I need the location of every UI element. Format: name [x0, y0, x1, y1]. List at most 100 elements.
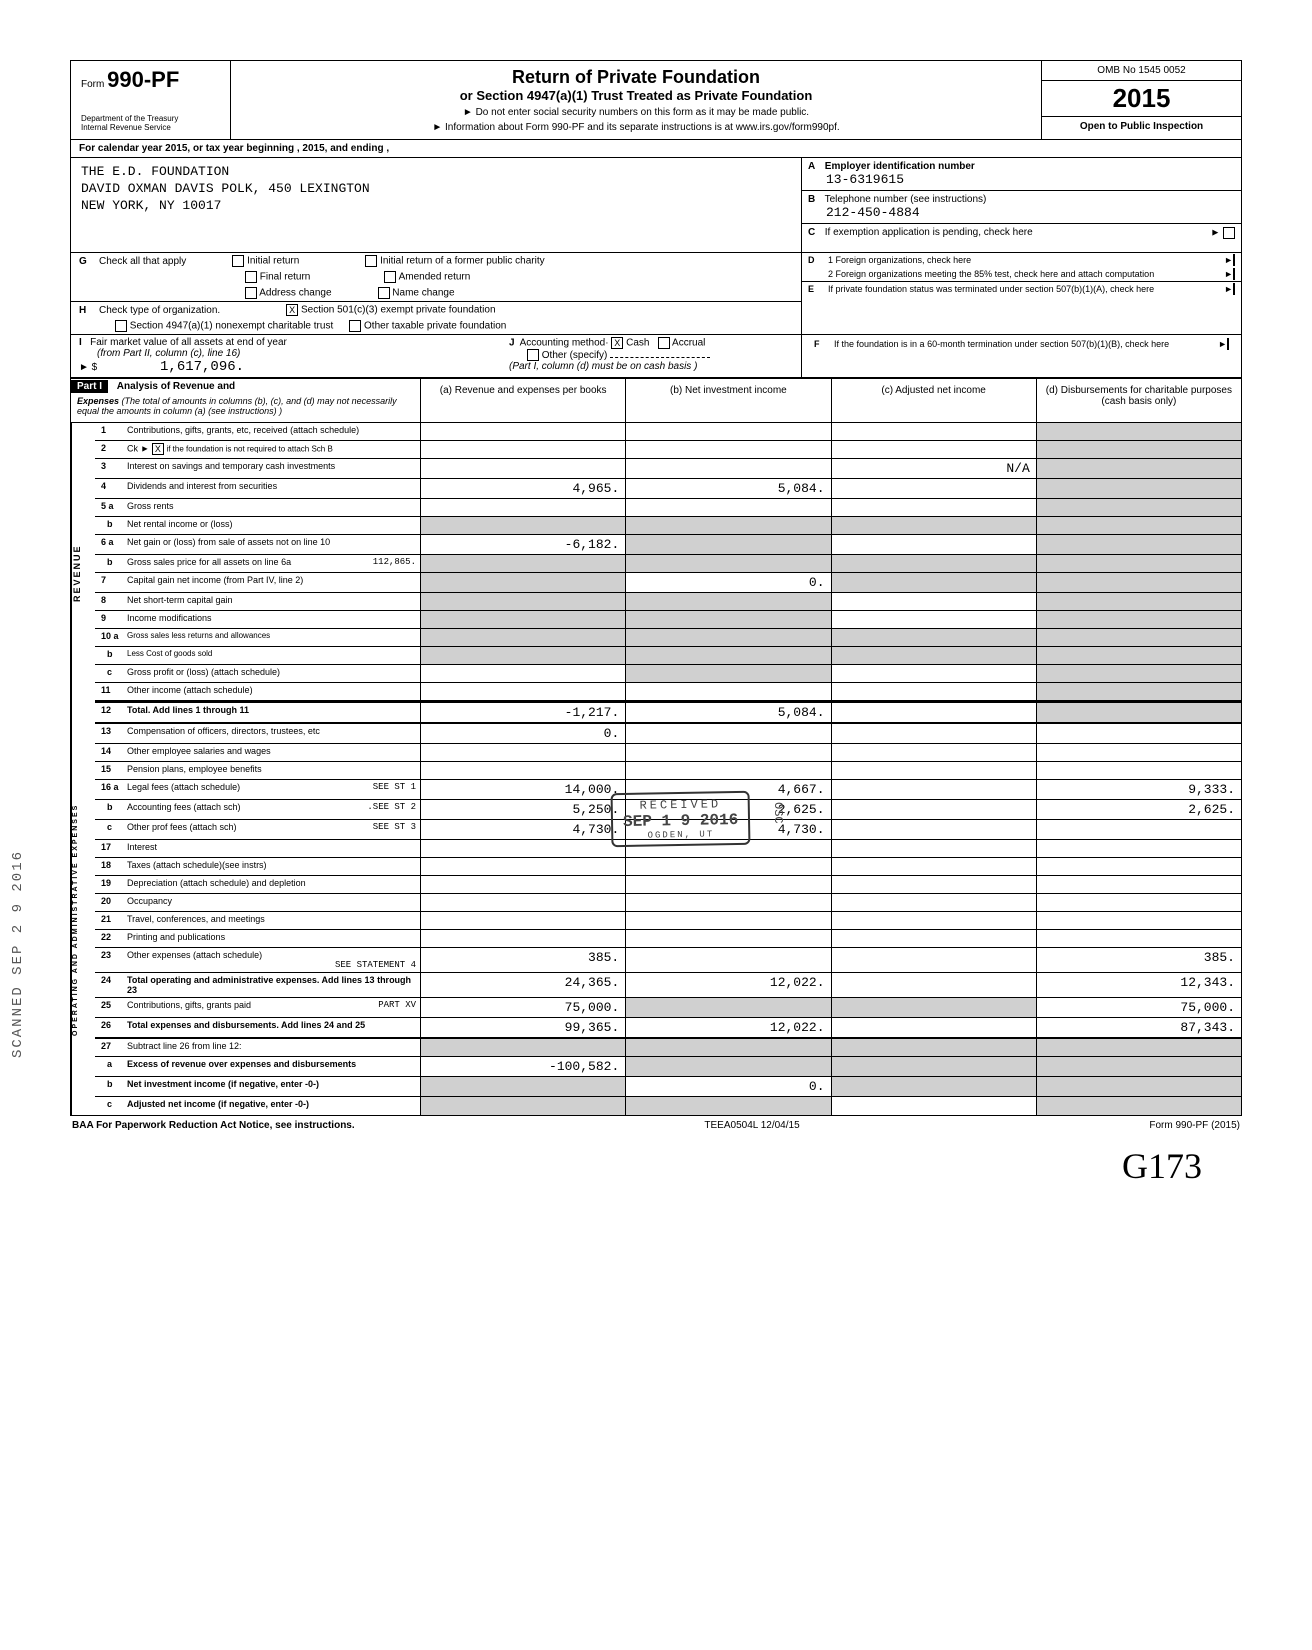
opt-4947a1: Section 4947(a)(1) nonexempt charitable …: [130, 321, 333, 332]
line9-label: Income modifications: [127, 613, 416, 626]
foreign-85-label: 2 Foreign organizations meeting the 85% …: [828, 269, 1218, 279]
fmv-label: Fair market value of all assets at end o…: [90, 337, 287, 348]
line3-c: N/A: [832, 459, 1037, 478]
line25-a: 75,000.: [421, 998, 626, 1017]
footer-right: Form 990-PF (2015): [1149, 1120, 1240, 1131]
line27-label: Subtract line 26 from line 12:: [127, 1041, 416, 1054]
exemption-pending-label: If exemption application is pending, che…: [825, 227, 1033, 238]
checkbox-e[interactable]: [1233, 283, 1235, 295]
opt-initial-return: Initial return: [247, 256, 299, 267]
line25-label: Contributions, gifts, grants paid: [127, 1000, 251, 1010]
checkbox-amended-return[interactable]: [384, 271, 396, 283]
checkbox-other-taxable[interactable]: [349, 320, 361, 332]
expenses-block: OPERATING AND ADMINISTRATIVE EXPENSES 13…: [71, 724, 1241, 1115]
line3-label: Interest on savings and temporary cash i…: [127, 461, 416, 476]
form-number-block: Form 990-PF Department of the Treasury I…: [71, 61, 231, 139]
checkbox-cash[interactable]: X: [611, 337, 623, 349]
line20-label: Occupancy: [127, 896, 416, 909]
label-H: H: [79, 305, 93, 316]
scanned-side-stamp: SCANNED SEP 2 9 2016: [10, 850, 26, 1058]
line1-label: Contributions, gifts, grants, etc, recei…: [127, 425, 416, 438]
entity-name: THE E.D. FOUNDATION: [81, 164, 791, 181]
form-title-block: Return of Private Foundation or Section …: [231, 61, 1041, 139]
opt-final-return: Final return: [260, 272, 311, 283]
line27a-a: -100,582.: [421, 1057, 626, 1076]
line4-label: Dividends and interest from securities: [127, 481, 416, 496]
line23-label: Other expenses (attach schedule): [127, 950, 262, 960]
line12-a: -1,217.: [421, 703, 626, 722]
col-d-head: (d) Disbursements for charitable purpose…: [1037, 379, 1241, 422]
opt-name-change: Name change: [392, 288, 454, 299]
line6a-label: Net gain or (loss) from sale of assets n…: [127, 537, 416, 552]
label-D: D: [808, 255, 822, 265]
checkbox-d1[interactable]: [1233, 254, 1235, 266]
line27a-label: Excess of revenue over expenses and disb…: [127, 1059, 416, 1074]
form-meta-block: OMB No 1545 0052 2015 Open to Public Ins…: [1041, 61, 1241, 139]
line6b-val: 112,865.: [373, 557, 416, 567]
line13-a: 0.: [421, 724, 626, 743]
line19-label: Depreciation (attach schedule) and deple…: [127, 878, 416, 891]
line26-b: 12,022.: [626, 1018, 831, 1037]
revenue-side-label: REVENUE: [71, 423, 95, 724]
stamp-ogden: OGDEN, UT: [623, 829, 738, 841]
line26-label: Total expenses and disbursements. Add li…: [127, 1020, 416, 1035]
line16b-d: 2,625.: [1037, 800, 1241, 819]
label-A: A: [808, 161, 822, 172]
checkbox-name-change[interactable]: [378, 287, 390, 299]
opt-amended: Amended return: [399, 272, 471, 283]
line23-a: 385.: [421, 948, 626, 972]
line23-d: 385.: [1037, 948, 1241, 972]
line16c-label: Other prof fees (attach sch): [127, 822, 237, 832]
line26-a: 99,365.: [421, 1018, 626, 1037]
line10a-label: Gross sales less returns and allowances: [127, 631, 416, 644]
checkbox-f[interactable]: [1227, 338, 1229, 350]
checkbox-initial-return[interactable]: [232, 255, 244, 267]
entity-block: THE E.D. FOUNDATION DAVID OXMAN DAVIS PO…: [71, 158, 1241, 253]
fmv-row: I Fair market value of all assets at end…: [71, 335, 1241, 379]
line12-b: 5,084.: [626, 703, 831, 722]
page-footer: BAA For Paperwork Reduction Act Notice, …: [70, 1116, 1242, 1135]
checkbox-4947a1[interactable]: [115, 320, 127, 332]
line17-label: Interest: [127, 842, 416, 855]
check-all-section: G Check all that apply Initial return In…: [71, 253, 1241, 335]
line24-label: Total operating and administrative expen…: [127, 975, 416, 995]
line16b-ref: .SEE ST 2: [367, 802, 416, 812]
checkbox-501c3[interactable]: X: [286, 304, 298, 316]
line5a-label: Gross rents: [127, 501, 416, 514]
checkbox-c[interactable]: [1223, 227, 1235, 239]
line6b-label: Gross sales price for all assets on line…: [127, 557, 291, 567]
line27b-b: 0.: [626, 1077, 831, 1096]
terminated-label: If private foundation status was termina…: [828, 284, 1218, 294]
tax-year: 2015: [1042, 81, 1241, 117]
60month-label: If the foundation is in a 60-month termi…: [834, 339, 1212, 349]
line22-label: Printing and publications: [127, 932, 416, 945]
checkbox-final-return[interactable]: [245, 271, 257, 283]
col-a-head: (a) Revenue and expenses per books: [421, 379, 626, 422]
line16b-label: Accounting fees (attach sch): [127, 802, 241, 812]
calendar-year-row: For calendar year 2015, or tax year begi…: [71, 140, 1241, 158]
form-990pf: Form 990-PF Department of the Treasury I…: [70, 60, 1242, 1116]
opt-cash: Cash: [626, 338, 649, 349]
form-subtitle: or Section 4947(a)(1) Trust Treated as P…: [241, 88, 1031, 103]
label-E: E: [808, 284, 822, 294]
stamp-date: SEP 1 9 2016: [623, 811, 739, 831]
line27c-label: Adjusted net income (if negative, enter …: [127, 1099, 416, 1113]
opt-other-taxable: Other taxable private foundation: [364, 321, 506, 332]
line16c-a: 4,730.: [421, 820, 626, 839]
form-title: Return of Private Foundation: [241, 67, 1031, 88]
form-note1: ► Do not enter social security numbers o…: [241, 107, 1031, 118]
form-prefix: Form: [81, 79, 104, 90]
label-B: B: [808, 194, 822, 205]
check-right-block: D 1 Foreign organizations, check here ► …: [801, 253, 1241, 334]
checkbox-other-method[interactable]: [527, 349, 539, 361]
checkbox-d2[interactable]: [1233, 268, 1235, 280]
ein-label: Employer identification number: [825, 161, 975, 172]
line7-b: 0.: [626, 573, 831, 592]
opt-former-charity: Initial return of a former public charit…: [380, 256, 545, 267]
part1-title2: Expenses: [77, 396, 119, 406]
checkbox-accrual[interactable]: [658, 337, 670, 349]
line21-label: Travel, conferences, and meetings: [127, 914, 416, 927]
checkbox-former-charity[interactable]: [365, 255, 377, 267]
checkbox-address-change[interactable]: [245, 287, 257, 299]
checkbox-schB[interactable]: X: [152, 443, 164, 455]
